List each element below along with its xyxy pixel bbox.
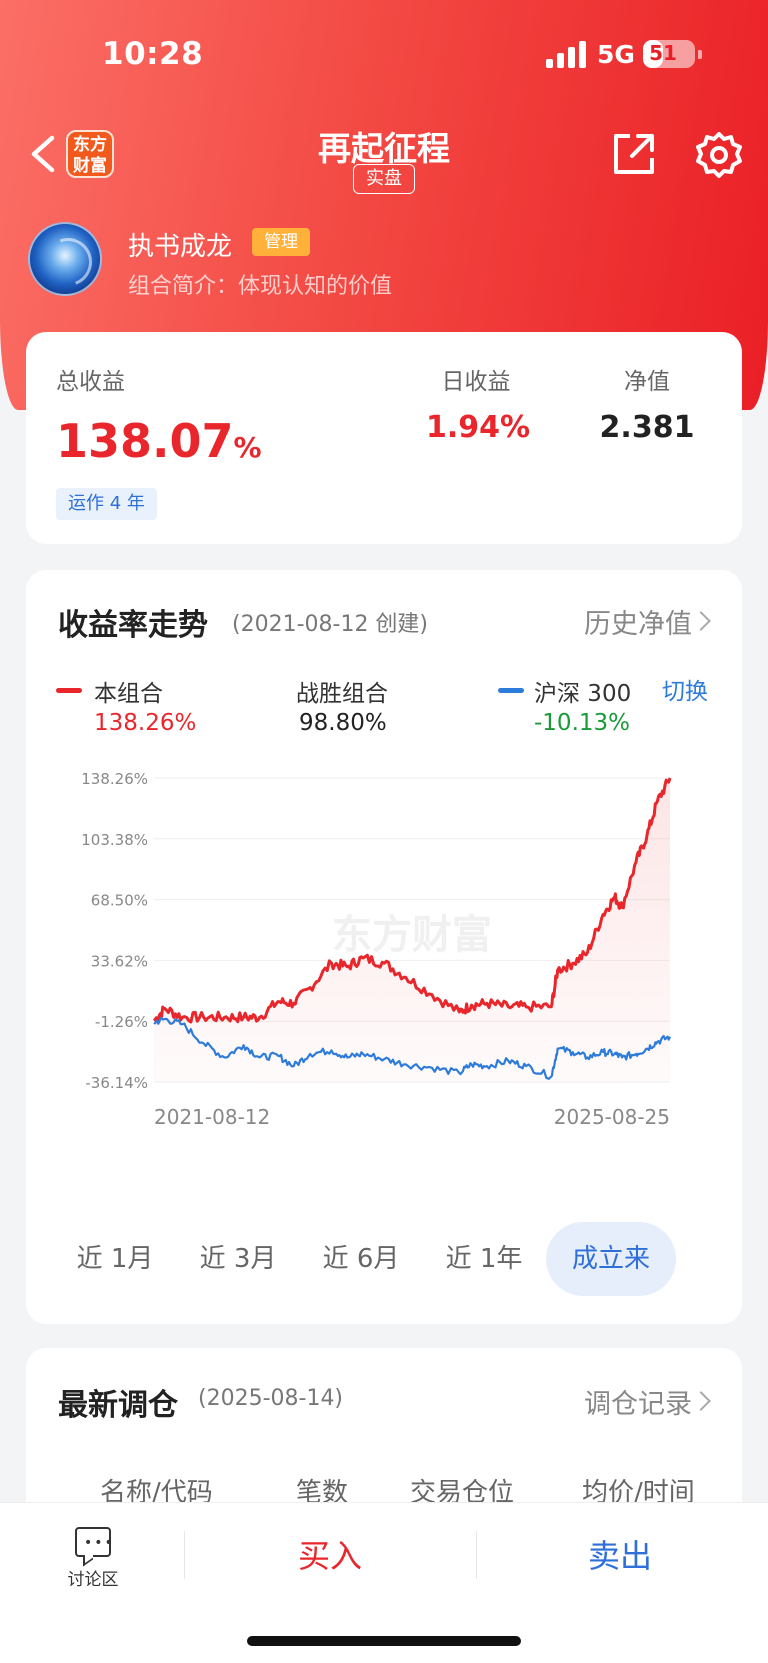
back-icon[interactable] [26,132,66,176]
rebalance-history-link[interactable]: 调仓记录 [584,1389,692,1420]
return-line-chart[interactable]: 138.26% 103.38% 68.50% 33.62% -1.26% -36.14% 东… [26,766,742,1146]
network-label: 5G [597,40,635,69]
y-tick-label: 68.50% [91,892,148,910]
share-icon[interactable] [610,130,658,178]
rebalance-date: (2025-08-14) [198,1386,344,1411]
discussion-button[interactable]: ••• 讨论区 [58,1527,128,1590]
y-tick-label: -1.26% [95,1013,148,1031]
switch-benchmark-link[interactable]: 切换 [662,679,708,705]
trend-created-date: (2021-08-12 创建) [232,612,429,637]
legend-index-value: -10.13% [534,710,630,736]
battery-level: 51 [649,41,677,65]
legend-portfolio-name: 本组合 [94,681,163,707]
nav-bar: 东方财富 再起征程 实盘 [0,110,768,200]
home-indicator [247,1636,521,1646]
daily-return-label: 日收益 [441,369,511,395]
y-tick-label: 103.38% [81,831,148,849]
rebalance-title: 最新调仓 [58,1388,178,1423]
discussion-label: 讨论区 [67,1570,119,1590]
chevron-right-icon [691,611,711,631]
app-logo[interactable]: 东方财富 [66,130,114,178]
y-tick-label: -36.14% [85,1074,148,1092]
index-series-line [153,1017,672,1080]
portfolio-profile[interactable]: 执书成龙 管理 组合简介：体现认知的价值 [28,222,748,302]
avatar[interactable] [28,222,102,296]
legend-index-name: 沪深 300 [534,681,632,707]
page-title: 再起征程 [318,129,450,168]
chart-watermark: 东方财富 [332,912,492,958]
period-1-year[interactable]: 近 1年 [445,1244,523,1274]
chevron-right-icon [691,1391,711,1411]
nav-label: 净值 [624,369,670,395]
manager-name: 执书成龙 [128,232,233,262]
divider [476,1531,477,1579]
status-bar: 10:28 5G 51 [0,0,768,110]
daily-return-value: 1.94% [426,410,531,445]
total-return-label: 总收益 [56,369,125,395]
period-selector: 近 1月 近 3月 近 6月 近 1年 成立来 [26,1222,742,1296]
legend-beat-value: 98.80% [299,710,387,736]
period-1-month[interactable]: 近 1月 [76,1244,154,1274]
period-since-inception[interactable]: 成立来 [546,1222,676,1296]
nav-value: 2.381 [599,410,695,445]
y-tick-label: 138.26% [81,770,148,788]
portfolio-series-line [152,777,672,1024]
return-trend-card: 收益率走势 (2021-08-12 创建) 历史净值 本组合 138.26% 战… [26,570,742,1324]
legend-beat-name: 战胜组合 [296,681,388,707]
portfolio-description: 组合简介：体现认知的价值 [128,274,393,299]
summary-card: 总收益 138.07% 日收益 1.94% 净值 2.381 运作 4 年 [26,332,742,544]
operation-duration-badge: 运作 4 年 [56,488,157,520]
divider [184,1531,185,1579]
legend-portfolio-value: 138.26% [94,710,197,736]
manage-badge: 管理 [252,228,310,256]
app-logo-text: 东方财富 [73,135,107,176]
period-6-months[interactable]: 近 6月 [322,1244,400,1274]
total-return-value: 138.07% [56,414,262,468]
x-tick-label-start: 2021-08-12 [154,1105,270,1129]
signal-icon [546,40,586,68]
sell-button[interactable]: 卖出 [587,1537,652,1575]
real-trading-tag: 实盘 [353,164,415,194]
status-time: 10:28 [102,36,204,72]
legend-portfolio-swatch [56,688,82,693]
x-tick-label-end: 2025-08-25 [554,1105,670,1129]
history-nav-link[interactable]: 历史净值 [584,609,692,640]
legend-index-swatch [498,688,524,693]
trend-title: 收益率走势 [58,608,208,643]
total-return-number: 138.07 [56,414,234,468]
settings-gear-icon[interactable] [694,130,744,180]
period-3-months[interactable]: 近 3月 [199,1244,277,1274]
portfolio-area-fill [154,778,670,1082]
chat-bubble-icon: ••• [75,1527,113,1557]
battery-icon: 51 [643,40,702,68]
buy-button[interactable]: 买入 [297,1537,362,1575]
bottom-action-bar: ••• 讨论区 买入 卖出 [0,1502,768,1663]
total-return-unit: % [233,431,262,464]
y-tick-label: 33.62% [91,952,148,970]
